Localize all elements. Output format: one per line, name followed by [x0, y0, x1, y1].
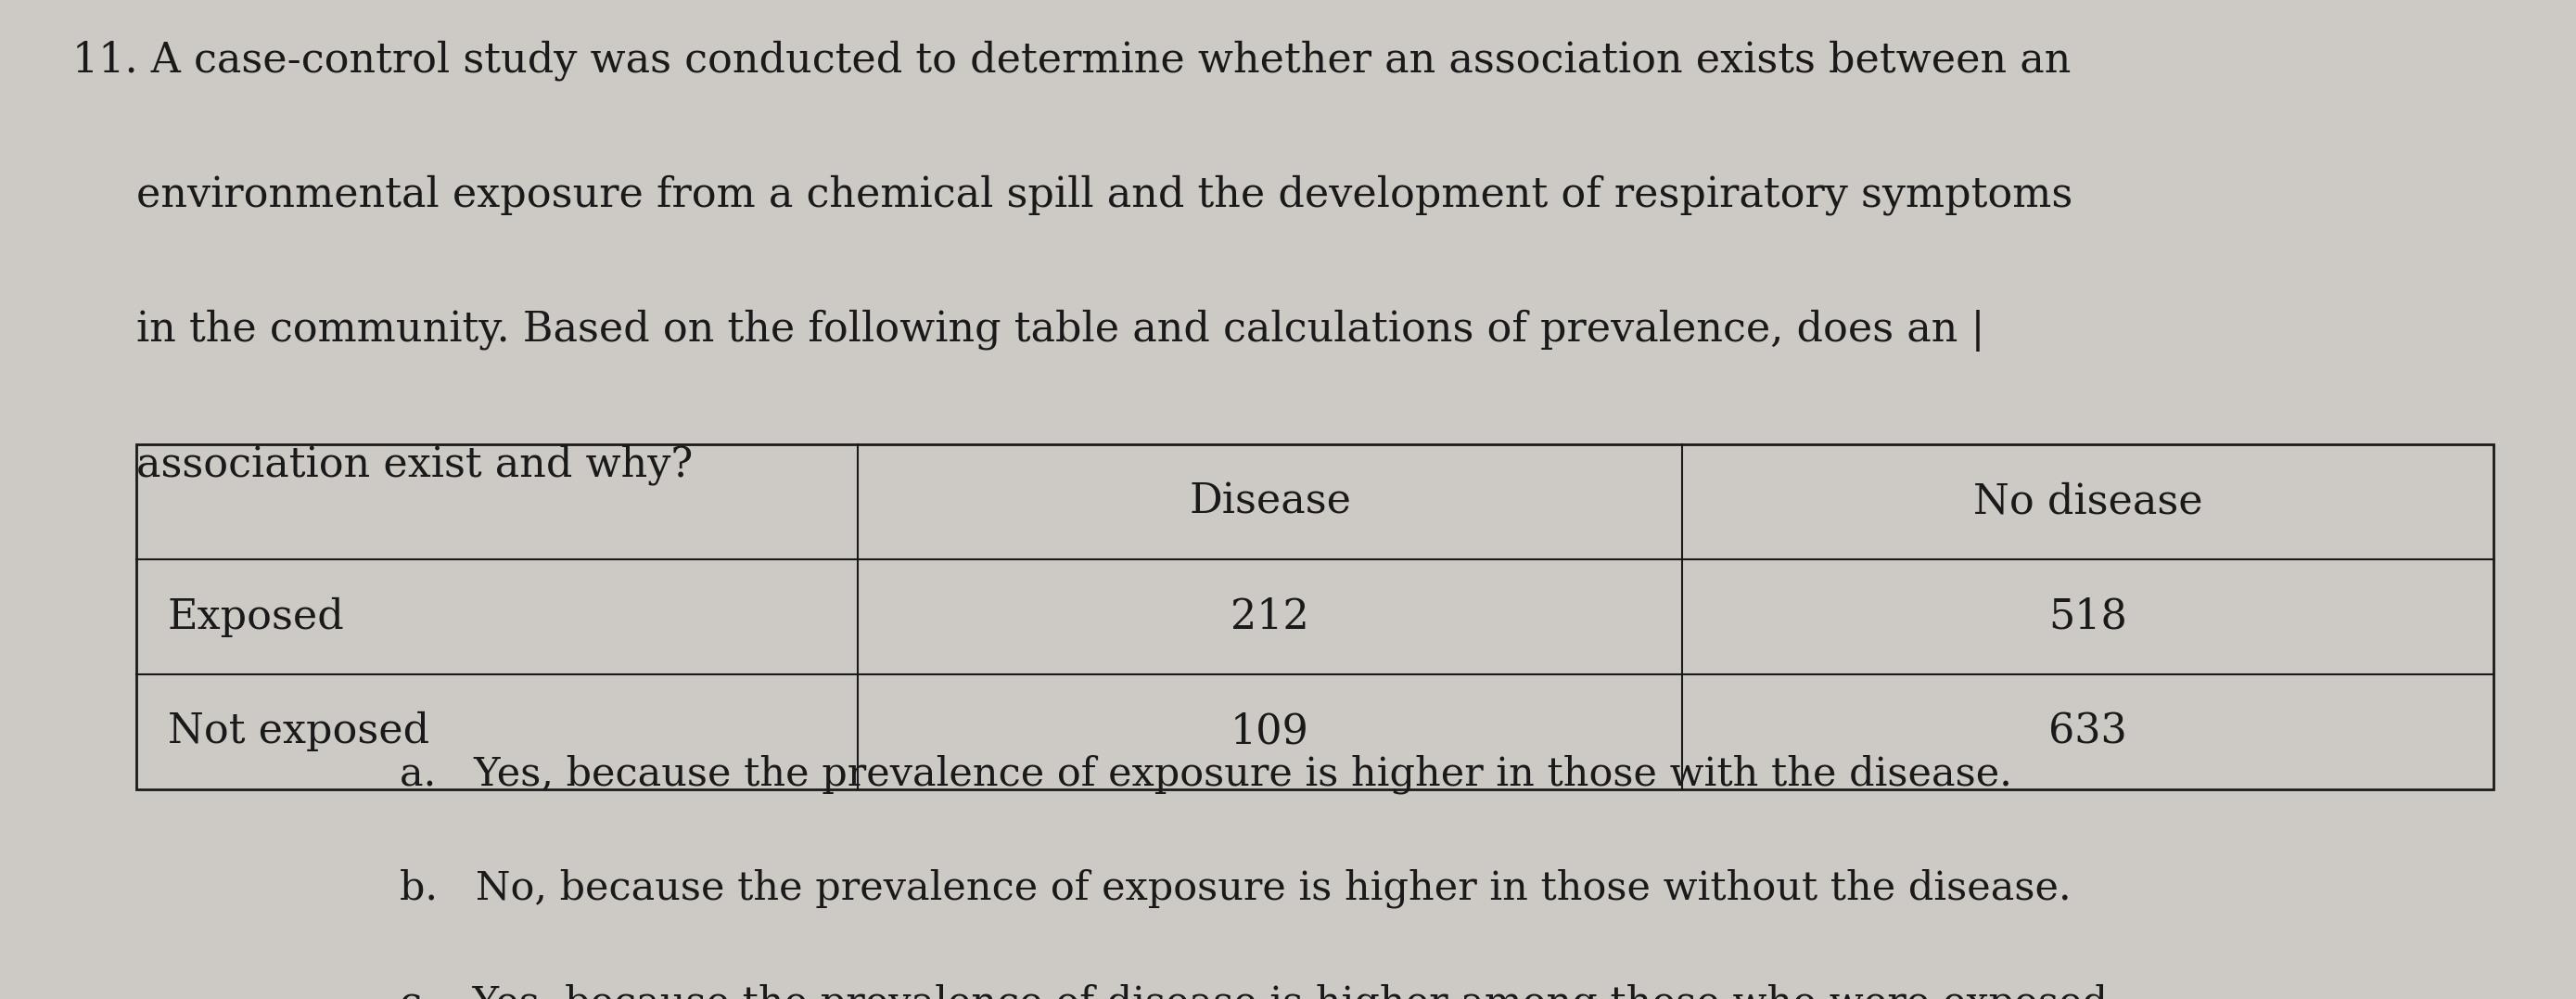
- Text: b.   No, because the prevalence of exposure is higher in those without the disea: b. No, because the prevalence of exposur…: [399, 869, 2071, 908]
- Text: c.   Yes, because the prevalence of disease is higher among those who were expos: c. Yes, because the prevalence of diseas…: [399, 984, 2120, 999]
- Text: Not exposed: Not exposed: [167, 711, 430, 752]
- Text: Disease: Disease: [1190, 482, 1350, 522]
- Text: 11. A case-control study was conducted to determine whether an association exist: 11. A case-control study was conducted t…: [72, 40, 2071, 81]
- Text: Exposed: Exposed: [167, 596, 345, 637]
- Text: 518: 518: [2048, 596, 2128, 637]
- Text: in the community. Based on the following table and calculations of prevalence, d: in the community. Based on the following…: [137, 310, 1986, 352]
- Text: a.   Yes, because the prevalence of exposure is higher in those with the disease: a. Yes, because the prevalence of exposu…: [399, 754, 2012, 793]
- Text: 212: 212: [1231, 596, 1309, 637]
- Text: No disease: No disease: [1973, 482, 2202, 522]
- Text: association exist and why?: association exist and why?: [137, 445, 693, 486]
- Text: environmental exposure from a chemical spill and the development of respiratory : environmental exposure from a chemical s…: [137, 175, 2074, 216]
- Text: 633: 633: [2048, 711, 2128, 752]
- Text: 109: 109: [1231, 711, 1309, 752]
